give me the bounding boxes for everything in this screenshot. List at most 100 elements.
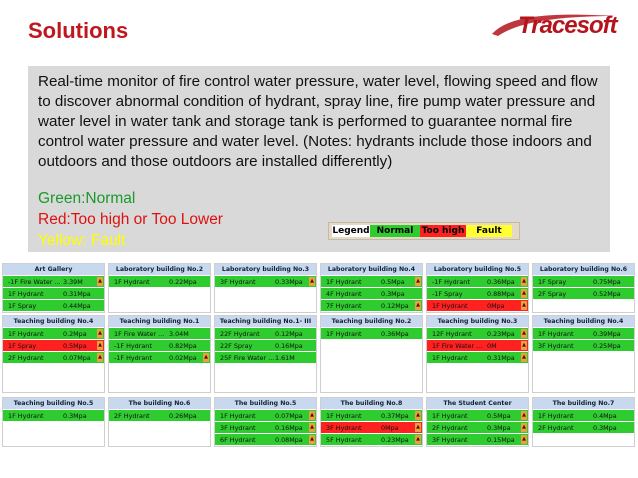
building-panel[interactable]: Teaching building No.4 1F Hydrant 0.39Mpa 3… [532,315,635,393]
building-panel[interactable]: Teaching building No.1- III 22F Hydrant 0.… [214,315,317,393]
sensor-row[interactable]: 1F Hydrant 0.5Mpa ▲ [427,410,528,421]
sensor-name: 1F Hydrant [8,329,44,338]
sensor-row[interactable]: 1F Hydrant 0.37Mpa ▲ [321,410,422,421]
sensor-value: 0.25Mpa [593,341,621,350]
sensor-row[interactable]: 2F Hydrant 0.3Mpa ▲ [427,422,528,433]
sensor-name: 1F Hydrant [538,411,574,420]
sensor-row[interactable]: 1F Fire Water ... 3.04M [109,328,210,339]
logo-text: Tracesoft [518,12,618,39]
sensor-row[interactable]: 1F Hydrant 0.2Mpa ▲ [3,328,104,339]
sensor-value: 0.16Mpa [275,341,303,350]
building-panel[interactable]: Laboratory building No.5 -1F Hydrant 0.36M… [426,263,529,313]
sensor-value: 0.26Mpa [169,411,197,420]
sensor-row[interactable]: 1F Hydrant 0Mpa ▲ [427,300,528,311]
sensor-name: 2F Spray [538,289,567,298]
sensor-row[interactable]: 3F Hydrant 0.16Mpa ▲ [215,422,316,433]
sensor-name: 6F Hydrant [220,435,256,444]
trend-arrow-icon: ▲ [309,411,315,420]
sensor-name: 12F Hydrant [432,329,472,338]
sensor-row[interactable]: 22F Hydrant 0.12Mpa [215,328,316,339]
building-panel[interactable]: Teaching building No.1 1F Fire Water ... 3… [108,315,211,393]
building-panel[interactable]: Art Gallery -1F Fire Water ... 3.39M ▲ 1F Hy… [2,263,105,313]
sensor-row[interactable]: 6F Hydrant 0.08Mpa ▲ [215,434,316,445]
page-title: Solutions [28,18,129,43]
panel-title: Teaching building No.3 [427,316,528,327]
sensor-row[interactable]: 22F Spray 0.16Mpa [215,340,316,351]
building-panel[interactable]: The building No.8 1F Hydrant 0.37Mpa ▲ 3F Hy… [320,397,423,447]
sensor-value: 0Mpa [381,423,399,432]
sensor-row[interactable]: 5F Hydrant 0.23Mpa ▲ [321,434,422,445]
legend-normal: Normal [370,225,420,237]
sensor-value: 0.07Mpa [63,353,91,362]
trend-arrow-icon: ▲ [415,423,421,432]
sensor-value: 0.02Mpa [169,353,197,362]
sensor-row[interactable]: 7F Hydrant 0.12Mpa ▲ [321,300,422,311]
sensor-row[interactable]: 3F Hydrant 0Mpa ▲ [321,422,422,433]
sensor-row[interactable]: 1F Hydrant 0.3Mpa [3,410,104,421]
sensor-name: 1F Spray [8,341,37,350]
tracesoft-logo: Tracesoft [488,10,620,44]
building-panel[interactable]: Teaching building No.2 1F Hydrant 0.36Mpa [320,315,423,393]
building-panel[interactable]: Laboratory building No.3 3F Hydrant 0.33Mp… [214,263,317,313]
sensor-row[interactable]: 1F Hydrant 0.07Mpa ▲ [215,410,316,421]
sensor-row[interactable]: 1F Hydrant 0.31Mpa ▲ [427,352,528,363]
sensor-value: 0.44Mpa [63,301,91,310]
sensor-row[interactable]: 1F Hydrant 0.5Mpa ▲ [321,276,422,287]
building-panel[interactable]: Teaching building No.4 1F Hydrant 0.2Mpa ▲ 1… [2,315,105,393]
panel-title: Laboratory building No.6 [533,264,634,275]
sensor-row[interactable]: -1F Hydrant 0.82Mpa [109,340,210,351]
sensor-row[interactable]: 3F Hydrant 0.25Mpa [533,340,634,351]
sensor-name: 5F Hydrant [326,435,362,444]
sensor-row[interactable]: -1F Fire Water ... 3.39M ▲ [3,276,104,287]
building-panel[interactable]: The building No.7 1F Hydrant 0.4Mpa 2F Hydr… [532,397,635,447]
sensor-name: 22F Spray [220,341,253,350]
sensor-name: 4F Hydrant [326,289,362,298]
panel-title: The building No.7 [533,398,634,409]
trend-arrow-icon: ▲ [415,301,421,310]
sensor-value: 0.12Mpa [275,329,303,338]
building-panel[interactable]: The Student Center 1F Hydrant 0.5Mpa ▲ 2F Hy… [426,397,529,447]
panel-title: Laboratory building No.4 [321,264,422,275]
sensor-row[interactable]: 1F Hydrant 0.39Mpa [533,328,634,339]
sensor-name: 3F Hydrant [220,277,256,286]
sensor-row[interactable]: 3F Hydrant 0.15Mpa ▲ [427,434,528,445]
trend-arrow-icon: ▲ [521,423,527,432]
sensor-row[interactable]: -1F Hydrant 0.02Mpa ▲ [109,352,210,363]
sensor-value: 0M [487,341,497,350]
sensor-row[interactable]: 1F Spray 0.75Mpa [533,276,634,287]
sensor-row[interactable]: 4F Hydrant 0.3Mpa [321,288,422,299]
sensor-value: 0.16Mpa [275,423,303,432]
building-panel[interactable]: Laboratory building No.6 1F Spray 0.75Mpa 2… [532,263,635,313]
sensor-row[interactable]: 2F Hydrant 0.07Mpa ▲ [3,352,104,363]
sensor-row[interactable]: 1F Hydrant 0.22Mpa [109,276,210,287]
legend-label: Legend [332,225,370,237]
sensor-row[interactable]: -1F Spray 0.88Mpa ▲ [427,288,528,299]
building-panel[interactable]: Teaching building No.5 1F Hydrant 0.3Mpa [2,397,105,447]
sensor-name: 1F Fire Water ... [114,329,165,338]
sensor-row[interactable]: 1F Hydrant 0.31Mpa [3,288,104,299]
sensor-row[interactable]: 1F Hydrant 0.36Mpa [321,328,422,339]
building-panel[interactable]: The building No.5 1F Hydrant 0.07Mpa ▲ 3F Hy… [214,397,317,447]
sensor-row[interactable]: 2F Hydrant 0.26Mpa [109,410,210,421]
building-panel[interactable]: Teaching building No.3 12F Hydrant 0.23Mpa… [426,315,529,393]
sensor-row[interactable]: -1F Hydrant 0.36Mpa ▲ [427,276,528,287]
sensor-name: 3F Hydrant [326,423,362,432]
sensor-row[interactable]: 25F Fire Water ... 1.61M [215,352,316,363]
building-panel[interactable]: The building No.6 2F Hydrant 0.26Mpa [108,397,211,447]
sensor-row[interactable]: 2F Spray 0.52Mpa [533,288,634,299]
sensor-name: 1F Hydrant [220,411,256,420]
sensor-name: -1F Fire Water ... [8,277,61,286]
sensor-row[interactable]: 1F Spray 0.44Mpa [3,300,104,311]
sensor-row[interactable]: 2F Hydrant 0.3Mpa [533,422,634,433]
sensor-value: 0.33Mpa [275,277,303,286]
status-green-text: Green:Normal [38,190,136,207]
sensor-row[interactable]: 1F Spray 0.5Mpa ▲ [3,340,104,351]
sensor-name: 1F Hydrant [114,277,150,286]
building-panel[interactable]: Laboratory building No.2 1F Hydrant 0.22Mp… [108,263,211,313]
sensor-row[interactable]: 3F Hydrant 0.33Mpa ▲ [215,276,316,287]
trend-arrow-icon: ▲ [203,353,209,362]
sensor-row[interactable]: 1F Hydrant 0.4Mpa [533,410,634,421]
sensor-row[interactable]: 1F Fire Water ... 0M ▲ [427,340,528,351]
building-panel[interactable]: Laboratory building No.4 1F Hydrant 0.5Mpa… [320,263,423,313]
sensor-row[interactable]: 12F Hydrant 0.23Mpa ▲ [427,328,528,339]
